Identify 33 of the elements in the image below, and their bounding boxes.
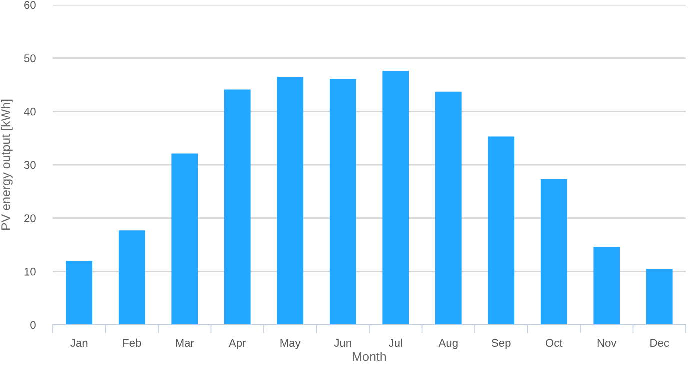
x-tick-label: Apr [229, 339, 246, 350]
x-tick-label: Aug [438, 339, 458, 350]
bar [172, 154, 198, 325]
x-tick-label: Jan [70, 339, 88, 348]
x-tick-label: Mar [176, 339, 194, 348]
bar [646, 269, 673, 325]
bar [594, 247, 620, 325]
x-tick-label: May [280, 339, 301, 350]
x-tick-label: Jul [388, 338, 402, 348]
x-tick-label: Nov [598, 339, 617, 348]
y-tick-label: 60 [24, 1, 36, 10]
bar [435, 92, 462, 325]
x-tick-label: Feb [123, 338, 142, 348]
y-tick-label: 50 [24, 54, 36, 62]
x-tick-label: Sep [492, 339, 511, 350]
bar [330, 79, 356, 325]
y-tick-label: 0 [30, 321, 36, 330]
y-tick-label: 20 [24, 214, 36, 222]
bar [224, 90, 251, 325]
x-tick-label: Jun [334, 339, 352, 348]
bar [382, 71, 410, 325]
y-axis-title: PV energy output [kWh] [1, 100, 13, 230]
y-tick-label: 10 [24, 268, 36, 276]
x-axis-title: Month [353, 352, 386, 362]
bar [277, 77, 304, 325]
y-tick-label: 30 [24, 161, 36, 170]
bar [540, 179, 568, 325]
bar [66, 261, 93, 325]
x-tick-label: Dec [650, 339, 670, 348]
bar [488, 136, 515, 325]
y-tick-label: 40 [24, 108, 36, 116]
bar [118, 230, 146, 325]
x-tick-label: Oct [546, 339, 563, 348]
